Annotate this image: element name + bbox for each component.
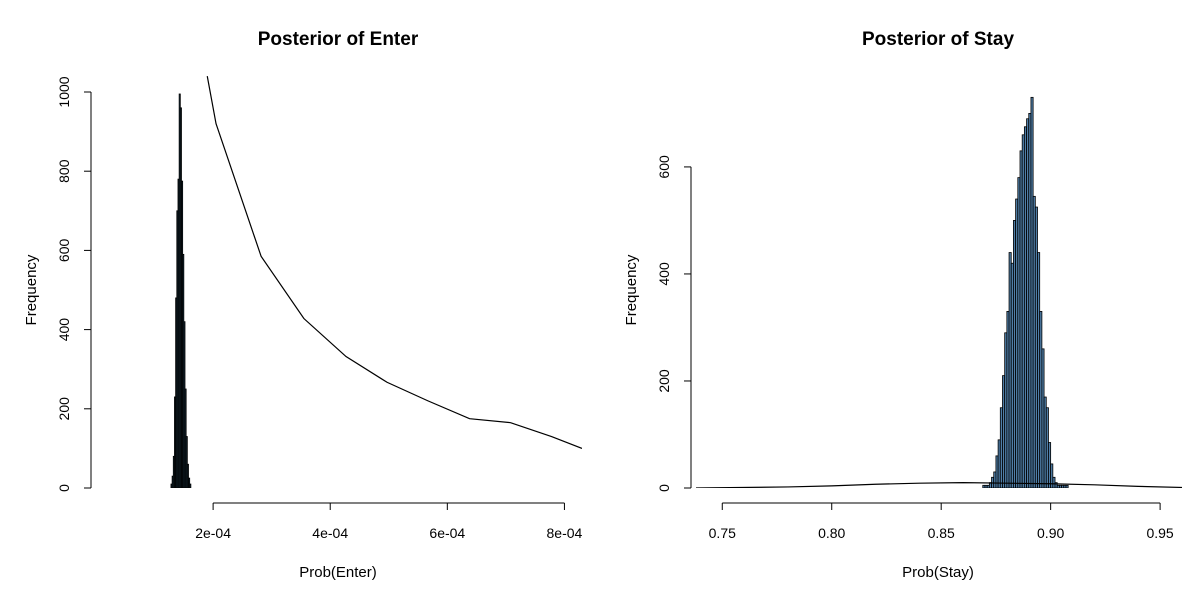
y-tick-label: 0 <box>656 484 672 492</box>
y-ticks: 0 200 400 600 <box>656 155 691 492</box>
x-tick-label: 0.75 <box>709 525 736 541</box>
histogram-bar <box>185 436 188 488</box>
x-axis: 2e-04 4e-04 6e-04 8e-04 <box>195 502 583 541</box>
histogram-bar <box>188 477 191 488</box>
y-tick-label: 0 <box>56 484 72 492</box>
x-axis-label: Prob(Enter) <box>299 564 377 581</box>
x-axis-label: Prob(Stay) <box>902 564 974 581</box>
histogram-bars <box>982 96 1069 488</box>
plot-area <box>696 96 1182 488</box>
x-tick-label: 2e-04 <box>195 525 231 541</box>
y-ticks: 0 200 400 600 800 1000 <box>56 76 91 492</box>
y-tick-label: 400 <box>656 262 672 286</box>
y-axis: 0 200 400 600 800 1000 <box>56 76 92 492</box>
y-axis-label: Frequency <box>623 254 640 325</box>
y-tick-label: 200 <box>56 397 72 421</box>
x-tick-label: 6e-04 <box>429 525 465 541</box>
x-ticks: 2e-04 4e-04 6e-04 8e-04 <box>195 503 583 541</box>
panel-stay: Posterior of Stay 0 200 400 600 0.75 0.80 0.8… <box>623 29 1182 581</box>
chart-title: Posterior of Stay <box>862 29 1014 50</box>
y-axis-label: Frequency <box>23 254 40 325</box>
y-axis: 0 200 400 600 <box>656 155 692 492</box>
x-tick-label: 0.90 <box>1037 525 1064 541</box>
density-line <box>696 482 1182 488</box>
y-tick-label: 400 <box>56 318 72 342</box>
x-axis: 0.75 0.80 0.85 0.90 0.95 <box>709 502 1174 541</box>
x-ticks: 0.75 0.80 0.85 0.90 0.95 <box>709 503 1174 541</box>
y-tick-label: 1000 <box>56 76 72 107</box>
histogram-bar <box>186 463 189 488</box>
histogram-bar <box>189 483 192 488</box>
y-tick-label: 800 <box>56 159 72 183</box>
x-tick-label: 0.80 <box>818 525 845 541</box>
x-tick-label: 0.85 <box>928 525 955 541</box>
panel-enter: Posterior of Enter 0 200 400 600 800 1000 2e-… <box>23 29 583 581</box>
histogram-bars <box>170 93 192 488</box>
density-line <box>206 76 582 449</box>
histogram-bar <box>1065 484 1069 488</box>
y-tick-label: 600 <box>656 155 672 179</box>
x-tick-label: 4e-04 <box>312 525 348 541</box>
x-tick-label: 8e-04 <box>547 525 583 541</box>
histogram-bar <box>1050 463 1054 488</box>
plot-area <box>170 76 582 488</box>
y-tick-label: 200 <box>656 369 672 393</box>
y-tick-label: 600 <box>56 239 72 263</box>
chart-title: Posterior of Enter <box>258 29 419 50</box>
x-tick-label: 0.95 <box>1146 525 1173 541</box>
